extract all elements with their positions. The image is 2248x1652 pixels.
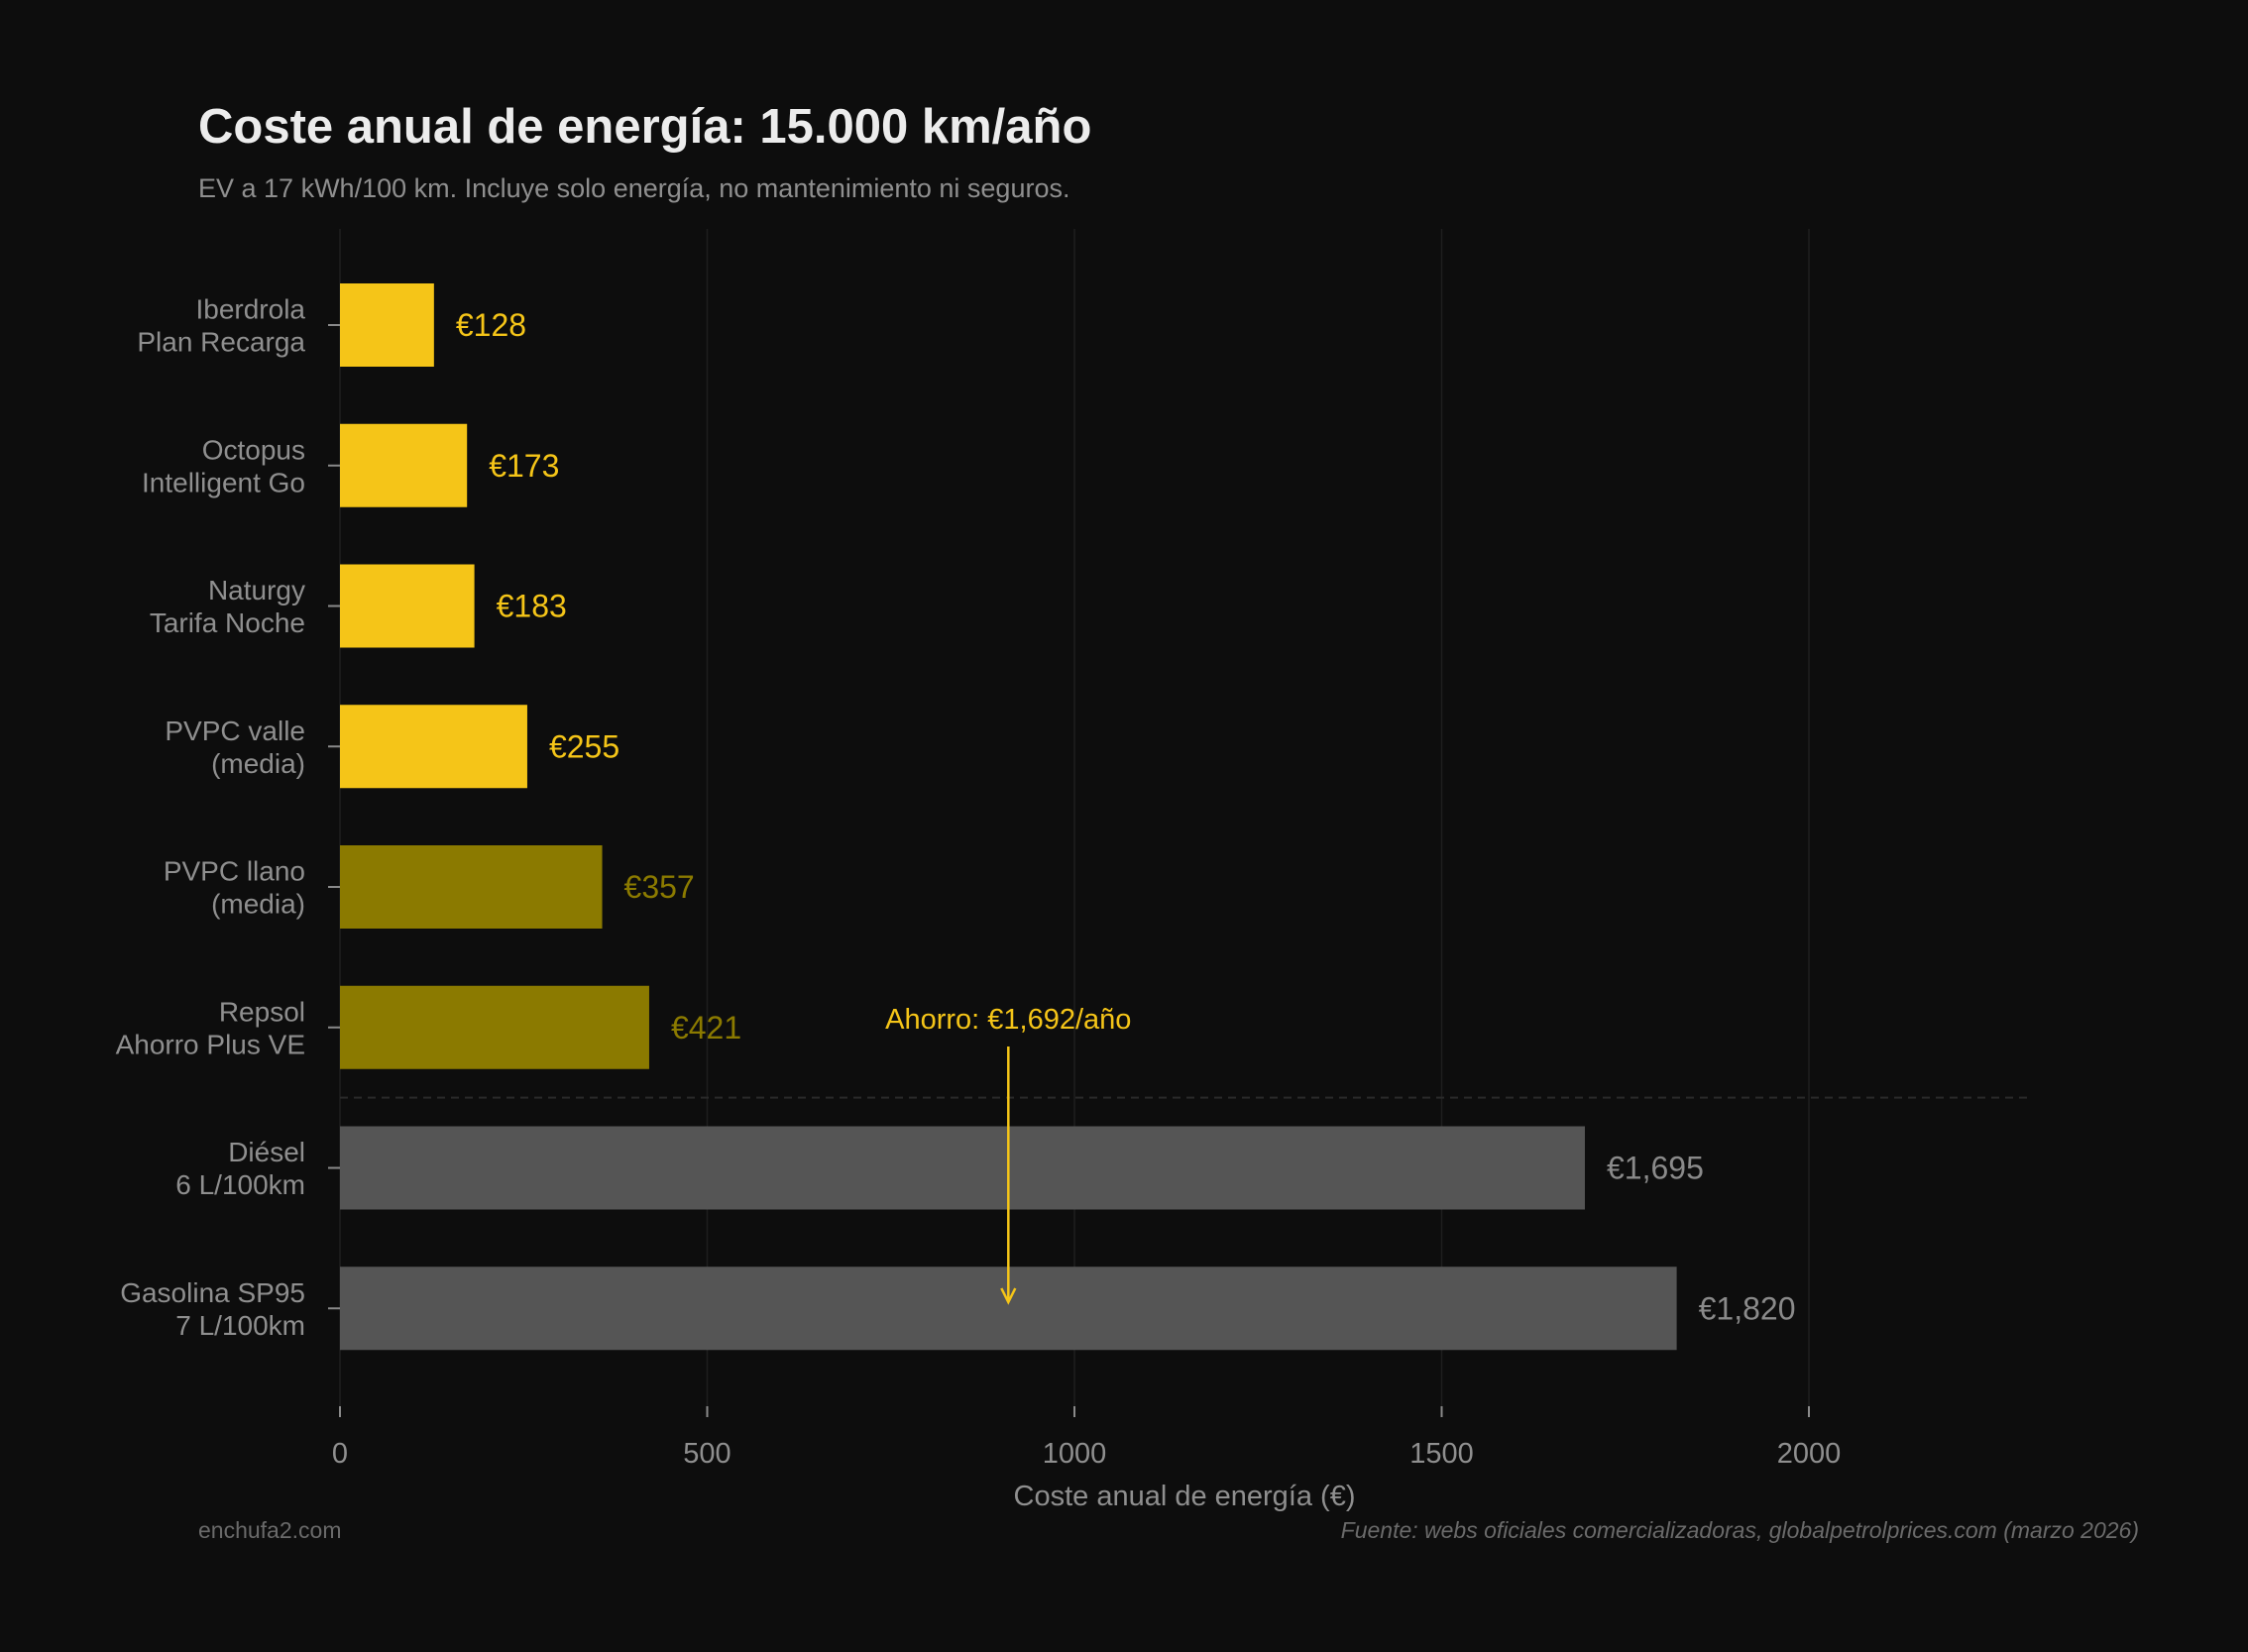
x-tick-label: 0 [332,1438,348,1470]
category-label: Gasolina SP95 [120,1277,305,1308]
category-label: 7 L/100km [175,1310,305,1341]
bar-value-label: €183 [497,589,567,624]
x-axis-label: Coste anual de energía (€) [1014,1481,1356,1512]
arrow-head-icon [1000,1287,1017,1305]
bar-value-label: €1,695 [1607,1151,1704,1186]
category-label: PVPC valle [165,716,305,746]
chart-subtitle: EV a 17 kWh/100 km. Incluye solo energía… [198,173,1070,203]
category-label: Octopus [202,434,305,465]
category-label: (media) [211,748,305,779]
bar [340,283,434,367]
bar-value-label: €173 [489,448,559,484]
category-label: Diésel [228,1137,305,1167]
x-tick-label: 500 [683,1438,731,1470]
category-label: Tarifa Noche [150,607,305,638]
category-label: Naturgy [208,575,305,606]
category-label: Iberdrola [195,294,305,325]
bar [340,423,468,507]
bar-value-label: €128 [456,307,526,343]
bar-value-label: €421 [671,1010,741,1046]
category-label: Repsol [219,996,305,1027]
savings-annotation: Ahorro: €1,692/año [885,1004,1131,1036]
x-tick-label: 1000 [1043,1438,1107,1470]
category-label: Plan Recarga [137,327,305,358]
category-label: (media) [211,889,305,920]
bar [340,845,603,929]
bar-value-label: €255 [549,728,619,764]
chart-title: Coste anual de energía: 15.000 km/año [198,100,1092,154]
bar [340,564,475,648]
footer-source: Fuente: webs oficiales comercializadoras… [1340,1517,2139,1543]
footer-site: enchufa2.com [198,1517,342,1543]
bar [340,1126,1585,1210]
bar [340,985,649,1069]
bar [340,705,527,789]
x-tick-label: 1500 [1409,1438,1474,1470]
category-label: 6 L/100km [175,1169,305,1200]
bar-value-label: €357 [624,869,695,905]
bar-value-label: €1,820 [1699,1290,1796,1326]
category-label: Ahorro Plus VE [116,1029,305,1059]
category-label: Intelligent Go [142,467,305,497]
category-label: PVPC llano [164,856,305,887]
x-tick-label: 2000 [1777,1438,1842,1470]
